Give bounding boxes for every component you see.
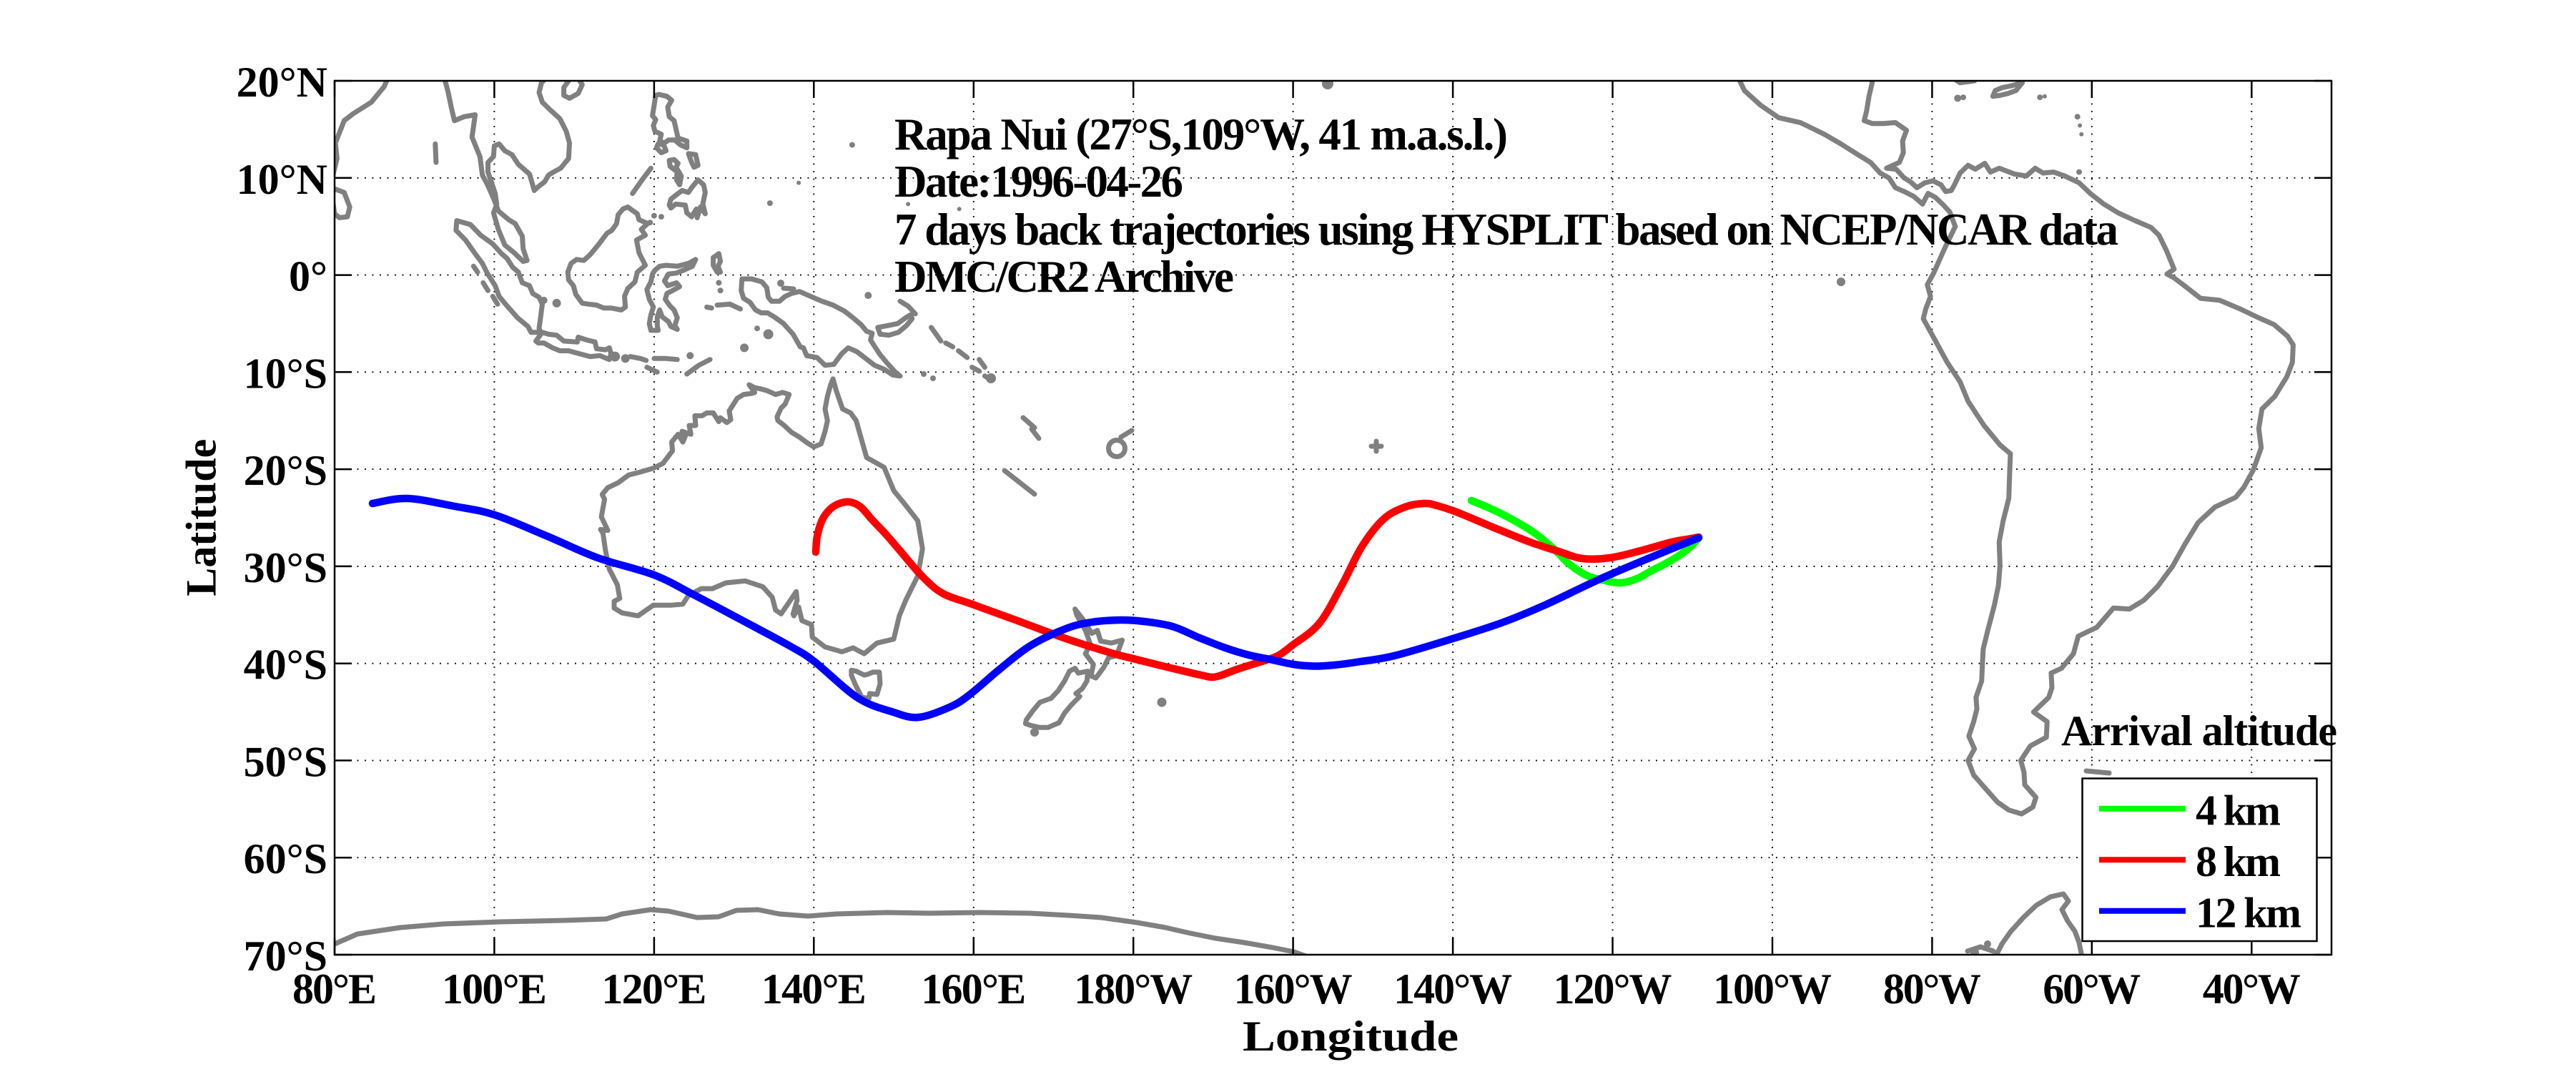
svg-text:10°S: 10°S [244, 350, 327, 397]
svg-text:60°W: 60°W [2043, 965, 2141, 1013]
svg-text:40°S: 40°S [244, 641, 327, 689]
svg-text:120°E: 120°E [601, 965, 706, 1013]
svg-text:10°N: 10°N [237, 156, 327, 203]
svg-text:120°W: 120°W [1554, 965, 1672, 1013]
svg-text:30°S: 30°S [244, 544, 327, 591]
svg-text:50°S: 50°S [244, 738, 327, 785]
svg-text:40°W: 40°W [2203, 965, 2301, 1013]
svg-text:140°E: 140°E [761, 965, 867, 1013]
svg-text:60°S: 60°S [244, 835, 327, 882]
svg-text:Latitude: Latitude [178, 439, 225, 596]
svg-text:4 km: 4 km [2196, 787, 2281, 834]
svg-text:80°E: 80°E [292, 965, 377, 1013]
svg-text:8 km: 8 km [2196, 838, 2281, 885]
svg-text:180°W: 180°W [1074, 965, 1193, 1013]
svg-text:12 km: 12 km [2196, 889, 2301, 936]
svg-text:80°W: 80°W [1883, 965, 1981, 1013]
svg-text:7 days back trajectories using: 7 days back trajectories using HYSPLIT b… [894, 205, 2118, 255]
svg-text:100°E: 100°E [442, 965, 547, 1013]
svg-text:100°W: 100°W [1713, 965, 1832, 1013]
svg-text:0°: 0° [289, 253, 327, 300]
svg-text:DMC/CR2 Archive: DMC/CR2 Archive [894, 252, 1234, 302]
svg-text:20°N: 20°N [237, 59, 327, 106]
svg-text:140°W: 140°W [1393, 965, 1512, 1013]
svg-text:Date:1996-04-26: Date:1996-04-26 [894, 157, 1183, 207]
svg-text:Arrival altitude: Arrival altitude [2061, 707, 2337, 754]
svg-text:160°W: 160°W [1234, 965, 1353, 1013]
svg-text:Longitude: Longitude [1243, 1013, 1459, 1060]
svg-text:Rapa Nui (27°S,109°W, 41 m.a.s: Rapa Nui (27°S,109°W, 41 m.a.s.l.) [894, 109, 1508, 159]
svg-text:70°S: 70°S [244, 933, 327, 980]
svg-text:160°E: 160°E [921, 965, 1026, 1013]
svg-text:20°S: 20°S [244, 447, 327, 494]
